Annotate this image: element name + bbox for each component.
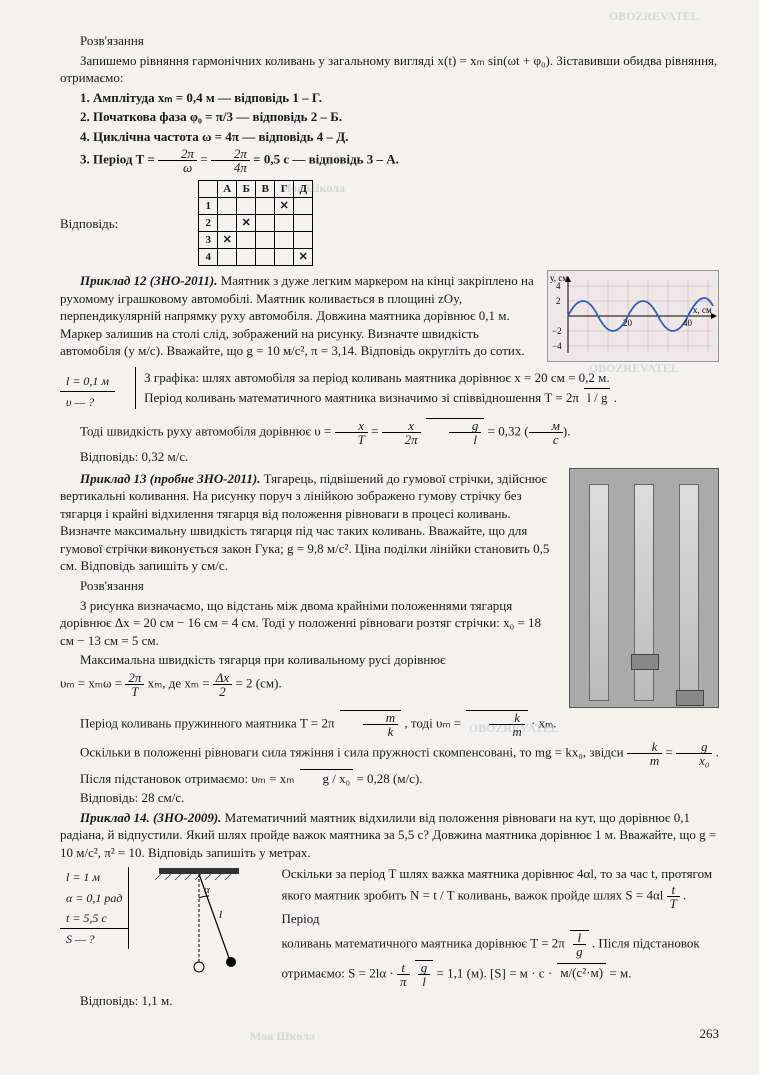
ex12-l2-post: . (614, 390, 617, 405)
answer-label: Відповідь: (60, 215, 118, 233)
p3-fd: π (397, 975, 410, 988)
p4-gd: x₀ (676, 754, 712, 767)
col-a: А (218, 181, 237, 198)
ruler-figure (569, 468, 719, 708)
g-q: S — ? (60, 929, 129, 950)
ex14-p3: отримаємо: S = 2lα · tπ gl = 1,1 (м). [S… (281, 960, 719, 988)
svg-text:4: 4 (556, 281, 561, 291)
p4-kn: k (627, 740, 662, 754)
answer-grid: АБВГД 1 2 3 4 (198, 180, 313, 266)
ex12-answer: Відповідь: 0,32 м/с. (60, 448, 719, 466)
p4-kd: m (627, 754, 662, 767)
ex14-p2: коливань математичного маятника дорівнює… (281, 930, 719, 958)
ex12-title: Приклад 12 (ЗНО-2011). (80, 273, 217, 288)
ex14-p3-pre: отримаємо: S = 2lα · (281, 965, 393, 980)
ex13-f1: υₘ = xₘω = 2πT xₘ, де xₘ = Δx2 = 2 (см). (60, 671, 557, 698)
item-3-mid: = 0,5 с — відповідь 3 – А. (253, 152, 399, 167)
ex14-p2-pre: коливань математичного маятника дорівнює… (281, 935, 564, 950)
ex13-p4-pre: Оскільки в положенні рівноваги сила тяжі… (80, 744, 627, 759)
ex13-p3-pre: Період коливань пружинного маятника T = … (80, 715, 335, 730)
p4-eq: = (665, 744, 676, 759)
ex12-line2: Період коливань математичного маятника в… (144, 388, 719, 407)
item-1: 1. Амплітуда xₘ = 0,4 м — відповідь 1 – … (60, 89, 719, 107)
ex13-p3-mid: , тоді υₘ = (404, 715, 461, 730)
g-a: α = 0,1 рад (60, 888, 129, 908)
given-l: l = 0,1 м (60, 371, 115, 392)
row-1: 1 (199, 198, 218, 215)
ex13-p3-post: · xₘ. (531, 715, 556, 730)
svg-text:x, см: x, см (693, 305, 712, 315)
ex14-p3-post: = м. (609, 965, 631, 980)
svg-text:l: l (219, 909, 222, 921)
row-3: 3 (199, 232, 218, 249)
p4-post: . (716, 744, 719, 759)
ex14-p3-sqrt2: м/(с²·м) (557, 963, 606, 982)
ex12-line1: З графіка: шлях автомобіля за період кол… (144, 369, 719, 387)
item-3: 3. Період T = 2πω = 2π4π = 0,5 с — відпо… (60, 147, 719, 174)
watermark: OBOZREVATEL (609, 8, 699, 24)
ex13-f1-mid: xₘ, де xₘ = (148, 675, 210, 690)
ex13-p5-pre: Після підстановок отримаємо: υₘ = xₘ (80, 771, 294, 786)
ex12-l3-val: = 0,32 (488, 424, 521, 439)
ex13-p4: Оскільки в положенні рівноваги сила тяжі… (60, 740, 719, 767)
page-number: 263 (60, 1025, 719, 1043)
ex12-l2-pre: Період коливань математичного маятника в… (144, 390, 579, 405)
sqrt-lg: l / g (584, 388, 610, 407)
ex14-text: Приклад 14. (ЗНО-2009). Математичний мая… (60, 809, 719, 862)
p3-fn: t (397, 961, 410, 975)
ex13-sol-heading: Розв'язання (60, 577, 557, 595)
ex12-text: Приклад 12 (ЗНО-2011). Маятник з дуже ле… (60, 272, 535, 360)
col-b: Б (237, 181, 256, 198)
dx-num: Δx (213, 671, 232, 685)
ex14-title: Приклад 14. (ЗНО-2009). (80, 810, 221, 825)
item-3-pre: 3. Період T = (80, 152, 155, 167)
ex13-p3: Період коливань пружинного маятника T = … (60, 710, 719, 738)
given-q: υ — ? (60, 392, 115, 413)
ex13-p5-post: = 0,28 (м/с). (356, 771, 422, 786)
ex13-title: Приклад 13 (пробне ЗНО-2011). (80, 471, 260, 486)
frac-2pi-omega: 2πω (158, 147, 197, 174)
ex12-chart: y, см 42 −2−4 2040 x, см (547, 270, 719, 367)
ex14-p1-pre: Оскільки за період T шлях важка маятника… (281, 866, 712, 902)
ex13-p2: Максимальна швидкість тягарця при колива… (60, 651, 557, 669)
ex14-p2-post: . Після підстановок (592, 935, 700, 950)
svg-text:−2: −2 (552, 326, 562, 336)
ex13-p1: З рисунка визначаємо, що відстань між дв… (60, 597, 557, 650)
ex14-p3-mid: = 1,1 (м). [S] = м · с · (437, 965, 556, 980)
row-2: 2 (199, 215, 218, 232)
col-c: В (256, 181, 275, 198)
svg-text:−4: −4 (552, 341, 562, 351)
ex13-answer: Відповідь: 28 см/с. (60, 789, 719, 807)
svg-text:2: 2 (556, 296, 561, 306)
svg-text:20: 20 (623, 318, 633, 328)
row-4: 4 (199, 249, 218, 266)
col-d: Д (294, 181, 313, 198)
ex12-l3-pre: Тоді швидкість руху автомобіля дорівнює … (80, 424, 331, 439)
p1-fn: t (667, 883, 680, 897)
svg-text:40: 40 (683, 318, 693, 328)
ex13-p5: Після підстановок отримаємо: υₘ = xₘ g /… (60, 769, 719, 788)
svg-text:α: α (204, 884, 210, 896)
ex14-p1: Оскільки за період T шлях важка маятника… (281, 865, 719, 927)
ex13-text: Приклад 13 (пробне ЗНО-2011). Тягарець, … (60, 470, 557, 575)
ex14-given: l = 1 м α = 0,1 рад t = 5,5 с S — ? (60, 867, 129, 949)
col-g: Г (275, 181, 294, 198)
g-t: t = 5,5 с (60, 908, 129, 929)
p4-gn: g (676, 740, 712, 754)
p1-fd: T (667, 897, 680, 910)
solution-heading: Розв'язання (60, 32, 719, 50)
ex12-given: l = 0,1 м υ — ? (60, 371, 115, 412)
ex13-body: Тягарець, підвішений до гумової стрічки,… (60, 471, 549, 574)
item-2: 2. Початкова фаза φ₀ = π/3 — відповідь 2… (60, 108, 719, 126)
ex13-f1-pre: υₘ = xₘω = (60, 675, 122, 690)
pendulum-figure: α l (149, 863, 269, 988)
frac-2pi-4pi: 2π4π (211, 147, 250, 174)
ex12-line3: Тоді швидкість руху автомобіля дорівнює … (60, 418, 719, 446)
g-l: l = 1 м (60, 867, 129, 887)
ex14-answer: Відповідь: 1,1 м. (60, 992, 719, 1010)
ex13-p5-sqrt: g / x₀ (300, 769, 354, 788)
ex13-f1-post: = 2 (см). (235, 675, 281, 690)
intro-text: Запишемо рівняння гармонічних коливань у… (60, 52, 719, 87)
item-4: 4. Циклічна частота ω = 4π — відповідь 4… (60, 128, 719, 146)
